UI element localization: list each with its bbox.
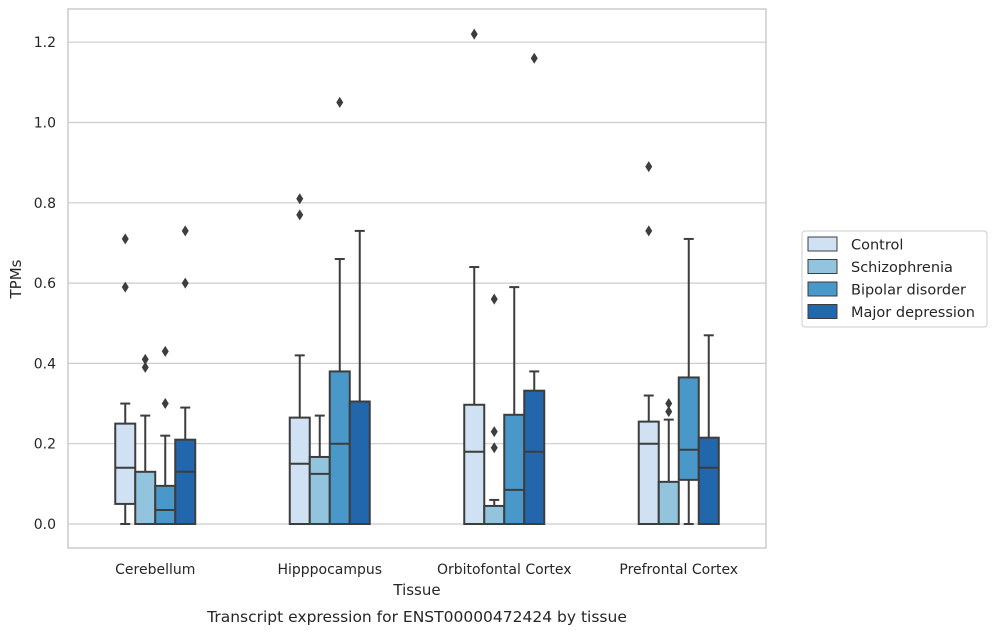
box-body <box>677 376 700 481</box>
outlier-point <box>490 426 498 438</box>
box-body <box>348 400 371 526</box>
plot-frame <box>67 8 767 549</box>
box-major-depression <box>348 229 371 526</box>
outlier-point <box>490 442 498 454</box>
box-body <box>288 416 311 526</box>
legend-swatch <box>807 304 838 319</box>
boxes <box>114 28 720 526</box>
box-body <box>503 413 526 525</box>
outlier-point <box>530 52 538 64</box>
box-body <box>657 480 680 525</box>
legend-label: Control <box>851 238 903 254</box>
outlier-point <box>121 281 129 293</box>
y-tick-label: 0.6 <box>34 276 56 292</box>
x-tick-labels: Cerebellum Hipppocampus Orbitofontal Corte… <box>115 562 738 578</box>
box-body <box>134 470 157 525</box>
x-tick-label: Hipppocampus <box>277 562 382 578</box>
y-tick-label: 0.2 <box>34 437 56 453</box>
box-body <box>114 422 137 505</box>
outlier-point <box>181 277 189 289</box>
outlier-point <box>490 293 498 305</box>
box-body <box>483 504 506 525</box>
box-body <box>463 403 486 525</box>
outlier-point <box>336 96 344 108</box>
legend: Control Schizophrenia Bipolar disorder Majo… <box>801 230 988 328</box>
outlier-point <box>141 353 149 365</box>
box-body <box>697 436 720 525</box>
box-schizophrenia <box>308 414 331 525</box>
box-body <box>637 420 660 525</box>
box-bipolar-disorder <box>154 345 177 526</box>
outlier-point <box>161 398 169 410</box>
outlier-point <box>645 161 653 173</box>
outlier-point <box>181 225 189 237</box>
box-control <box>463 28 486 525</box>
outlier-point <box>665 406 673 418</box>
box-schizophrenia <box>134 353 157 525</box>
x-axis-label: Tissue <box>392 581 440 599</box>
outlier-point <box>296 209 304 221</box>
y-axis-label: TPMs <box>7 259 25 299</box>
x-tick-label: Prefrontal Cortex <box>619 562 738 578</box>
box-bipolar-disorder <box>677 237 700 525</box>
box-control <box>114 233 137 525</box>
legend-swatch <box>807 281 838 297</box>
outlier-point <box>141 361 149 373</box>
box-control <box>288 193 311 526</box>
legend-label: Schizophrenia <box>851 260 953 276</box>
box-schizophrenia <box>483 293 506 525</box>
box-major-depression <box>174 225 197 525</box>
outlier-point <box>645 225 653 237</box>
outlier-point <box>161 345 169 357</box>
x-tick-label: Cerebellum <box>115 562 195 578</box>
box-body <box>328 370 351 525</box>
box-major-depression <box>697 334 720 525</box>
legend-swatch <box>807 259 838 274</box>
y-tick-label: 0.0 <box>34 517 56 533</box>
legend-frame <box>801 230 988 328</box>
y-tick-labels: 0.0 0.2 0.4 0.6 0.8 1.0 1.2 <box>34 35 56 533</box>
box-body <box>308 455 331 525</box>
legend-label: Major depression <box>851 305 975 321</box>
box-schizophrenia <box>657 398 680 525</box>
box-body <box>154 484 177 526</box>
outlier-point <box>665 398 673 410</box>
box-major-depression <box>523 52 546 525</box>
y-tick-label: 0.8 <box>34 196 56 212</box>
box-control <box>637 161 660 525</box>
box-bipolar-disorder <box>328 96 351 525</box>
legend-swatch <box>807 236 838 252</box>
legend-label: Bipolar disorder <box>851 283 966 299</box>
x-tick-label: Orbitofontal Cortex <box>437 562 572 578</box>
y-tick-label: 1.0 <box>34 116 56 132</box>
outlier-point <box>121 233 129 245</box>
gridlines <box>68 41 766 525</box>
outlier-point <box>296 193 304 205</box>
outlier-point <box>470 28 478 40</box>
box-body <box>174 438 197 525</box>
y-tick-label: 1.2 <box>34 35 56 51</box>
box-body <box>523 389 546 525</box>
box-bipolar-disorder <box>503 286 526 525</box>
y-tick-label: 0.4 <box>34 356 56 372</box>
figure-caption: Transcript expression for ENST0000047242… <box>206 608 627 626</box>
